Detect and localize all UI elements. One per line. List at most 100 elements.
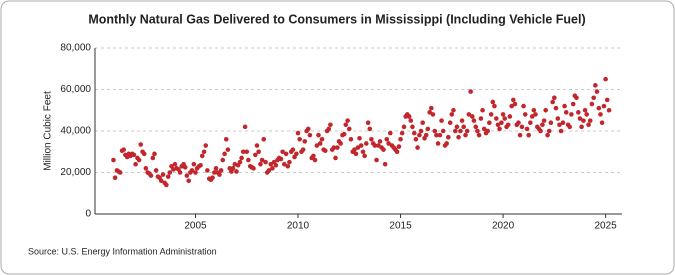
- point: [543, 107, 549, 113]
- point: [217, 172, 222, 177]
- point: [253, 152, 258, 158]
- point: [369, 137, 374, 142]
- point: [401, 124, 407, 130]
- point: [367, 126, 373, 132]
- point: [581, 118, 586, 123]
- point: [263, 159, 268, 165]
- point: [346, 126, 352, 132]
- point: [287, 159, 292, 165]
- point: [430, 112, 436, 117]
- point: [261, 137, 267, 142]
- point: [601, 103, 607, 109]
- point: [598, 112, 603, 117]
- point: [198, 162, 203, 168]
- point: [365, 120, 371, 125]
- point: [295, 130, 301, 136]
- point: [495, 122, 501, 128]
- point: [492, 103, 497, 109]
- point: [522, 112, 528, 117]
- point: [476, 132, 482, 138]
- point: [560, 120, 566, 125]
- point: [341, 131, 347, 137]
- point: [399, 130, 405, 136]
- point: [437, 132, 443, 138]
- point: [374, 157, 379, 163]
- point: [478, 116, 484, 121]
- point: [362, 153, 367, 159]
- point: [357, 135, 362, 141]
- point: [502, 116, 508, 121]
- point: [381, 147, 386, 152]
- point: [512, 101, 518, 107]
- point: [112, 175, 118, 180]
- point: [398, 137, 403, 142]
- point: [376, 143, 381, 148]
- point: [158, 178, 164, 184]
- point: [165, 174, 171, 179]
- point: [111, 157, 116, 163]
- point: [281, 161, 287, 167]
- point: [220, 157, 226, 163]
- point: [562, 103, 567, 109]
- point: [434, 132, 439, 138]
- point: [440, 128, 446, 134]
- point: [316, 132, 321, 138]
- point: [546, 128, 552, 134]
- point: [480, 107, 485, 113]
- y-tick-label: 0: [85, 209, 91, 220]
- x-tick-label: 2005: [184, 221, 207, 232]
- point: [456, 134, 461, 140]
- point: [548, 120, 554, 125]
- point: [246, 157, 251, 163]
- point: [435, 141, 441, 146]
- point: [529, 114, 535, 119]
- point: [372, 143, 378, 148]
- point: [545, 132, 550, 138]
- point: [451, 107, 456, 113]
- point: [278, 156, 284, 162]
- point: [177, 170, 183, 175]
- point: [497, 126, 502, 132]
- point: [418, 128, 424, 134]
- y-tick-label: 40,000: [60, 126, 91, 137]
- point: [223, 137, 229, 142]
- point: [290, 147, 296, 152]
- point: [205, 168, 210, 173]
- point: [599, 120, 605, 125]
- point: [593, 83, 598, 88]
- point: [461, 124, 466, 130]
- point: [314, 143, 320, 148]
- x-tick-label: 2025: [594, 221, 617, 232]
- point: [574, 95, 579, 101]
- point: [396, 144, 402, 149]
- point: [319, 137, 325, 142]
- point: [222, 151, 227, 157]
- point: [360, 149, 366, 155]
- point: [300, 147, 306, 152]
- point: [311, 153, 316, 159]
- point: [444, 141, 449, 146]
- point: [254, 143, 260, 148]
- point: [481, 126, 487, 132]
- point: [338, 141, 343, 146]
- point: [164, 182, 169, 188]
- point: [153, 168, 159, 173]
- point: [563, 110, 569, 115]
- point: [471, 118, 477, 123]
- point: [331, 145, 337, 150]
- y-tick-label: 60,000: [60, 84, 91, 95]
- point: [466, 112, 472, 117]
- point: [555, 116, 561, 121]
- source: Source: U.S. Energy Information Administ…: [28, 246, 217, 256]
- point: [586, 122, 591, 128]
- point: [273, 162, 279, 168]
- point: [384, 137, 390, 142]
- point: [131, 152, 137, 158]
- point: [305, 126, 311, 132]
- y-tick-label: 20,000: [60, 167, 91, 178]
- point: [258, 161, 263, 167]
- point: [189, 168, 195, 173]
- point: [541, 118, 547, 123]
- point: [524, 126, 530, 132]
